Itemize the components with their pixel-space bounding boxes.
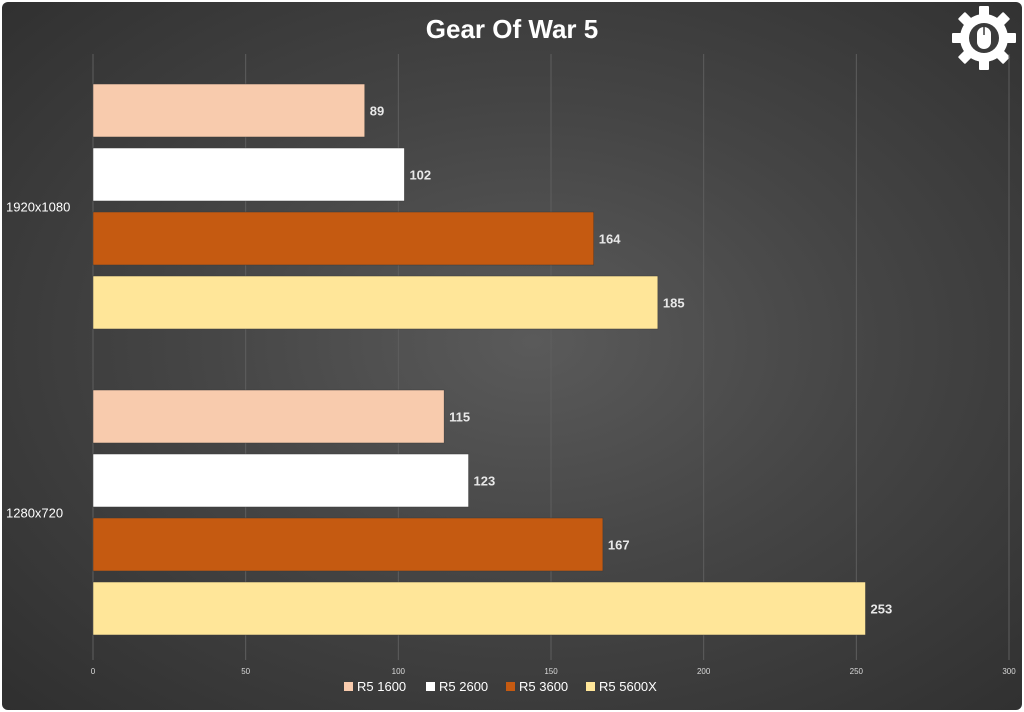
bar: [92, 581, 866, 636]
legend-swatch: [426, 682, 435, 691]
bar: [92, 453, 469, 508]
x-tick-label: 50: [241, 667, 250, 676]
x-tick-label: 100: [392, 667, 406, 676]
legend-swatch: [344, 682, 353, 691]
bar: [92, 83, 365, 138]
category-label: 1920x1080: [6, 200, 70, 215]
legend-label: R5 1600: [357, 679, 406, 694]
logo-gear-icon: [952, 6, 1016, 70]
data-label: 89: [370, 104, 384, 119]
data-label: 167: [608, 538, 630, 553]
data-label: 102: [409, 168, 431, 183]
legend-swatch: [506, 682, 515, 691]
data-label: 253: [870, 602, 892, 617]
x-tick-label: 200: [697, 667, 711, 676]
legend-label: R5 2600: [439, 679, 488, 694]
bar: [92, 517, 604, 572]
legend-label: R5 3600: [519, 679, 568, 694]
data-label: 123: [474, 474, 496, 489]
x-axis-ticks: 0 50 100 150 200 250 300: [91, 667, 1016, 676]
x-tick-label: 300: [1002, 667, 1016, 676]
bars: [92, 83, 866, 636]
bar: [92, 147, 405, 202]
x-tick-label: 250: [850, 667, 864, 676]
legend: R5 1600 R5 2600 R5 3600 R5 5600X: [344, 679, 657, 694]
category-label: 1280x720: [6, 506, 63, 521]
x-tick-label: 150: [544, 667, 558, 676]
bar: [92, 211, 594, 266]
chart-title: Gear Of War 5: [426, 14, 598, 44]
bar: [92, 275, 659, 330]
y-axis-categories: 1920x1080 1280x720: [6, 200, 70, 521]
bar: [92, 389, 445, 444]
data-label: 164: [599, 232, 621, 247]
data-label: 185: [663, 296, 685, 311]
data-label: 115: [449, 410, 470, 425]
data-labels: 89 102 164 185 115 123 167 253: [370, 104, 892, 617]
legend-swatch: [586, 682, 595, 691]
legend-label: R5 5600X: [599, 679, 657, 694]
x-tick-label: 0: [91, 667, 96, 676]
